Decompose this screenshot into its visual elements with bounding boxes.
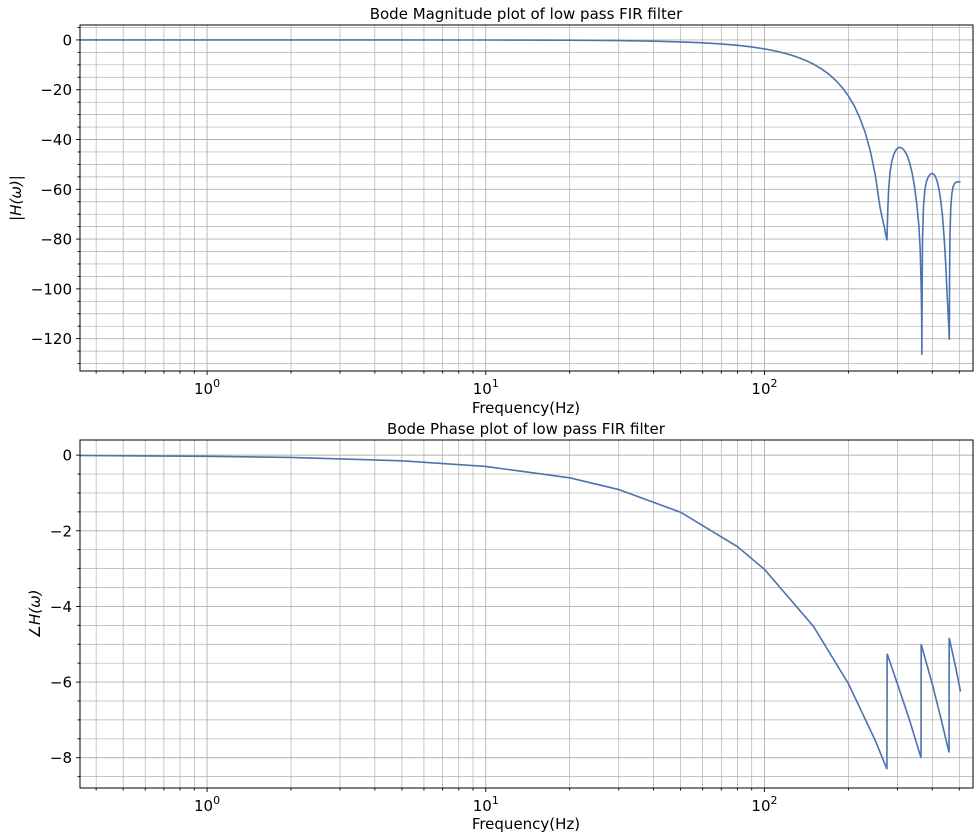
phase-line — [79, 454, 962, 770]
y-tick-label: −80 — [40, 231, 72, 249]
x-axis-label: Frequency(Hz) — [472, 399, 580, 417]
x-axis-label: Frequency(Hz) — [472, 815, 580, 833]
phase-plot: 0 −2 −4 −6 −8 100 101 102 Bode Phase plot of lo… — [26, 420, 974, 833]
plot-frame — [79, 24, 974, 372]
y-tick-label: −6 — [50, 674, 72, 692]
y-tick-label: 0 — [62, 31, 72, 49]
y-tick-label: −8 — [50, 749, 72, 767]
y-tick-label: −20 — [40, 81, 72, 99]
x-tick-label: 100 — [194, 377, 220, 398]
y-tick-label: −2 — [50, 522, 72, 540]
y-tick-label: −60 — [40, 181, 72, 199]
y-tick-label: −40 — [40, 131, 72, 149]
y-tick-label: 0 — [62, 447, 72, 465]
x-tick-label: 101 — [473, 377, 499, 398]
grid — [80, 440, 973, 788]
magnitude-line — [80, 39, 961, 355]
plot-background — [80, 25, 973, 371]
x-tick-label: 100 — [194, 794, 220, 815]
x-tick-label: 102 — [751, 377, 777, 398]
y-axis-label: |H(ω)| — [7, 175, 25, 221]
y-axis-label: ∠H(ω) — [26, 590, 44, 639]
chart-title: Bode Magnitude plot of low pass FIR filt… — [370, 5, 683, 23]
x-tick-label: 102 — [751, 794, 777, 815]
plot-background — [80, 440, 973, 788]
plot-frame — [79, 439, 974, 789]
ticks: 0 −2 −4 −6 −8 100 101 102 — [50, 447, 960, 815]
y-tick-label: −100 — [31, 280, 72, 298]
grid — [80, 25, 973, 371]
x-tick-label: 101 — [473, 794, 499, 815]
ticks: 0 −20 −40 −60 −80 −100 −120 100 101 102 — [31, 27, 960, 398]
magnitude-plot: 0 −20 −40 −60 −80 −100 −120 100 101 102 Bode Magn… — [7, 5, 974, 417]
y-tick-label: −4 — [50, 598, 72, 616]
chart-title: Bode Phase plot of low pass FIR filter — [387, 420, 666, 438]
y-tick-label: −120 — [31, 330, 72, 348]
